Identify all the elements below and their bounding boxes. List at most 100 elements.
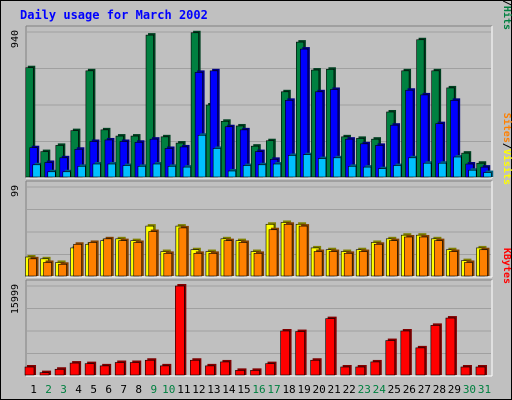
bar-kbytes-day-30	[460, 364, 472, 376]
bar-kbytes-day-27	[415, 345, 427, 376]
day-tick-label: 8	[135, 383, 142, 396]
bar-kbytes-day-19	[295, 329, 307, 376]
y-max-label: 99	[10, 185, 21, 197]
bar-sites-day-15	[238, 240, 249, 277]
chart-title: Daily usage for March 2002	[20, 8, 208, 22]
bar-sites-day-26	[404, 235, 415, 277]
day-tick-label: 21	[328, 383, 341, 396]
bar-sites-day-16	[253, 251, 264, 277]
bar-pages-day-2	[47, 169, 58, 178]
bar-pages-day-16	[257, 162, 268, 178]
bar-pages-day-9	[152, 162, 163, 178]
bar-pages-day-7	[122, 163, 133, 178]
bar-kbytes-day-25	[385, 338, 397, 376]
bar-pages-day-29	[453, 155, 464, 178]
bar-kbytes-day-11	[175, 284, 187, 376]
day-tick-label: 15	[237, 383, 250, 396]
bar-pages-day-27	[423, 161, 434, 178]
panel-legend-label: KBytes	[501, 248, 512, 284]
panel-visits-sites: 99 Sites/Visits	[10, 113, 512, 278]
day-tick-label: 14	[222, 383, 236, 396]
bar-pages-day-20	[318, 156, 328, 178]
panel-hits-files-pages: 940 Pages/Files/Hits	[10, 0, 512, 179]
bar-pages-day-17	[272, 162, 283, 178]
legend-entry: Visits	[501, 149, 512, 185]
bar-kbytes-day-1	[24, 364, 37, 376]
bar-pages-day-21	[333, 155, 343, 178]
panel-kbytes: 15999 KBytes	[10, 248, 512, 377]
bar-pages-day-11	[182, 165, 193, 178]
bar-kbytes-day-24	[370, 359, 382, 376]
bar-kbytes-day-22	[340, 364, 352, 376]
bar-kbytes-day-29	[445, 316, 457, 376]
day-tick-label: 3	[60, 383, 67, 396]
bar-pages-day-30	[468, 168, 479, 178]
bar-sites-day-12	[193, 251, 204, 277]
bar-pages-day-10	[167, 164, 178, 178]
day-tick-label: 27	[418, 383, 431, 396]
bar-sites-day-30	[464, 260, 475, 277]
day-tick-label: 23	[358, 383, 371, 396]
bar-kbytes-day-14	[220, 359, 232, 376]
bar-sites-day-21	[328, 249, 340, 277]
bar-kbytes-day-20	[310, 358, 322, 376]
bar-pages-day-12	[197, 133, 208, 178]
day-tick-label: 12	[192, 383, 205, 396]
bar-kbytes-day-13	[205, 363, 217, 376]
bar-kbytes-day-16	[250, 368, 262, 376]
day-tick-label: 2	[45, 383, 52, 396]
day-tick-label: 29	[448, 383, 461, 396]
bar-kbytes-day-5	[84, 361, 97, 376]
bar-pages-day-25	[393, 163, 404, 178]
bar-sites-day-7	[118, 238, 129, 277]
bar-sites-day-18	[283, 222, 295, 277]
bar-sites-day-27	[419, 235, 430, 277]
bar-sites-day-5	[88, 240, 99, 277]
y-max-label: 15999	[10, 284, 21, 314]
bar-kbytes-day-12	[190, 358, 202, 376]
day-tick-label: 6	[105, 383, 112, 396]
bar-sites-day-14	[223, 238, 234, 277]
day-tick-label: 4	[75, 383, 82, 396]
day-tick-label: 11	[177, 383, 190, 396]
day-tick-label: 5	[90, 383, 97, 396]
bar-sites-day-1	[28, 256, 39, 277]
bar-sites-day-17	[268, 227, 280, 277]
bar-sites-day-24	[373, 242, 385, 277]
legend-entry: Sites	[501, 113, 512, 143]
bar-sites-day-8	[133, 240, 144, 277]
panel-legend-label: Pages/Files/Hits	[501, 0, 512, 30]
day-tick-label: 16	[252, 383, 265, 396]
bar-kbytes-day-15	[235, 368, 247, 376]
day-tick-label: 1	[30, 383, 37, 396]
legend-entry: /	[501, 143, 512, 149]
day-tick-label: 24	[373, 383, 387, 396]
bar-sites-day-4	[73, 242, 84, 277]
bar-kbytes-day-18	[280, 328, 292, 376]
day-tick-label: 30	[463, 383, 476, 396]
bar-kbytes-day-17	[265, 361, 277, 376]
day-tick-label: 18	[282, 383, 295, 396]
bar-kbytes-day-28	[430, 323, 442, 376]
day-tick-label: 26	[403, 383, 416, 396]
bar-pages-day-22	[348, 164, 358, 178]
day-tick-label: 28	[433, 383, 446, 396]
bar-pages-day-8	[137, 164, 148, 178]
bar-sites-day-9	[148, 229, 159, 277]
bar-sites-day-3	[58, 262, 69, 277]
bar-pages-day-15	[242, 163, 253, 178]
bar-pages-day-24	[378, 166, 389, 178]
legend-entry: Hits	[501, 6, 512, 30]
bar-sites-day-28	[434, 238, 445, 277]
day-tick-label: 10	[162, 383, 175, 396]
bar-sites-day-20	[313, 249, 325, 277]
bar-kbytes-day-4	[69, 361, 82, 376]
bar-kbytes-day-26	[400, 328, 412, 376]
bar-sites-day-11	[178, 225, 189, 277]
bar-sites-day-2	[43, 260, 54, 277]
bar-pages-day-18	[288, 153, 298, 178]
day-tick-label: 25	[388, 383, 401, 396]
bar-kbytes-day-7	[114, 360, 127, 376]
bar-pages-day-28	[438, 161, 449, 178]
